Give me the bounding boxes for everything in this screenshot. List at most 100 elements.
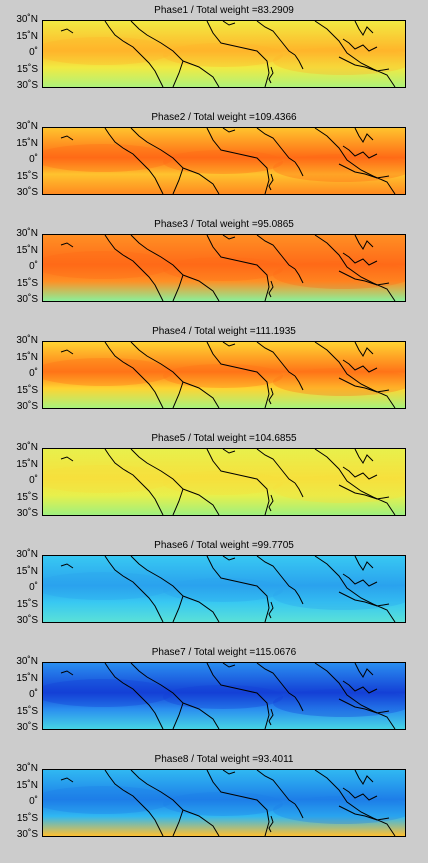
coastline: [338, 591, 390, 607]
y-tick-label: 15˚S: [16, 491, 38, 503]
coastline: [60, 135, 74, 141]
coastline: [294, 696, 304, 712]
y-tick-label: 15˚S: [16, 705, 38, 717]
coastline: [268, 708, 274, 726]
coastline: [268, 494, 274, 512]
coastline: [268, 601, 274, 619]
coastline: [60, 563, 74, 569]
coastline: [182, 381, 220, 408]
coastline: [206, 235, 270, 301]
phase-panel: Phase1 / Total weight =83.2909 30˚N 15˚N 0˚…: [0, 4, 428, 104]
y-tick-label: 15˚N: [16, 672, 38, 684]
y-tick-label: 0˚: [29, 475, 38, 486]
heatmap-blob: [163, 364, 283, 388]
coastline: [314, 342, 396, 408]
coastline: [182, 488, 220, 515]
coastline: [130, 770, 184, 836]
coastline: [130, 128, 184, 194]
coastline: [354, 342, 374, 357]
heatmap-field: [43, 449, 405, 515]
coastline: [256, 449, 296, 484]
coastline: [314, 21, 396, 87]
y-tick-label: 0˚: [29, 689, 38, 700]
coastline: [314, 556, 396, 622]
y-tick-label: 0˚: [29, 47, 38, 58]
coastline: [354, 556, 374, 571]
panel-title: Phase8 / Total weight =93.4011: [154, 754, 294, 765]
composite-map: [43, 770, 405, 836]
y-tick-label: 30˚S: [16, 80, 38, 91]
coastline: [206, 21, 270, 87]
phase-panel: Phase7 / Total weight =115.0676 30˚N 15˚N 0…: [0, 646, 428, 746]
y-tick-label: 15˚N: [16, 137, 38, 149]
phase-panel: Phase2 / Total weight =109.4366 30˚N 15˚N 0…: [0, 111, 428, 211]
coastline: [314, 128, 396, 194]
coastline: [206, 449, 270, 515]
coastline: [60, 28, 74, 34]
heatmap-blob: [163, 150, 283, 174]
coastline: [104, 342, 164, 408]
coastline: [206, 770, 270, 836]
y-tick-label: 15˚S: [16, 170, 38, 182]
panel-title: Phase3 / Total weight =95.0865: [154, 219, 294, 230]
coastline: [256, 235, 296, 270]
y-tick-label: 30˚S: [16, 187, 38, 198]
coastline: [338, 377, 390, 393]
y-tick-label: 30˚N: [16, 14, 38, 25]
coastline: [354, 663, 374, 678]
coastline: [182, 702, 220, 729]
heatmap-field: [43, 342, 405, 408]
coastline: [338, 270, 390, 286]
coastline: [354, 21, 374, 36]
panel-title: Phase6 / Total weight =99.7705: [154, 540, 294, 551]
map-frame: [42, 234, 406, 302]
composite-map: [43, 449, 405, 515]
coastline: [314, 449, 396, 515]
coastline: [182, 274, 220, 301]
y-tick-label: 30˚N: [16, 549, 38, 560]
coastline: [130, 556, 184, 622]
coastline: [354, 449, 374, 464]
coastline: [222, 235, 236, 240]
coastline: [222, 21, 236, 26]
y-tick-label: 30˚S: [16, 508, 38, 519]
map-frame: [42, 769, 406, 837]
coastline: [222, 556, 236, 561]
coastline: [130, 449, 184, 515]
coastline: [338, 484, 390, 500]
map-frame: [42, 341, 406, 409]
coastline: [104, 21, 164, 87]
y-tick-label: 15˚N: [16, 244, 38, 256]
coastline: [338, 698, 390, 714]
y-tick-label: 30˚N: [16, 656, 38, 667]
coastline: [130, 663, 184, 729]
heatmap-field: [43, 556, 405, 622]
composite-map: [43, 21, 405, 87]
coastline: [354, 770, 374, 785]
phase-panel: Phase4 / Total weight =111.1935 30˚N 15˚N 0…: [0, 325, 428, 425]
coastline: [206, 342, 270, 408]
y-tick-label: 30˚N: [16, 335, 38, 346]
y-tick-label: 15˚N: [16, 30, 38, 42]
coastline: [294, 589, 304, 605]
coastline: [314, 663, 396, 729]
map-frame: [42, 448, 406, 516]
y-tick-label: 30˚S: [16, 829, 38, 840]
coastline: [338, 163, 390, 179]
heatmap-blob: [43, 679, 173, 707]
y-tick-label: 30˚S: [16, 722, 38, 733]
y-tick-label: 15˚S: [16, 63, 38, 75]
coastline: [342, 466, 378, 480]
coastline: [104, 235, 164, 301]
map-frame: [42, 20, 406, 88]
coastline: [342, 38, 378, 52]
coastline: [222, 128, 236, 133]
coastline: [222, 663, 236, 668]
coastline: [206, 128, 270, 194]
y-tick-label: 30˚N: [16, 763, 38, 774]
coastline: [354, 128, 374, 143]
panel-title: Phase2 / Total weight =109.4366: [151, 112, 297, 123]
y-tick-label: 0˚: [29, 582, 38, 593]
composite-map: [43, 342, 405, 408]
coastline: [60, 670, 74, 676]
